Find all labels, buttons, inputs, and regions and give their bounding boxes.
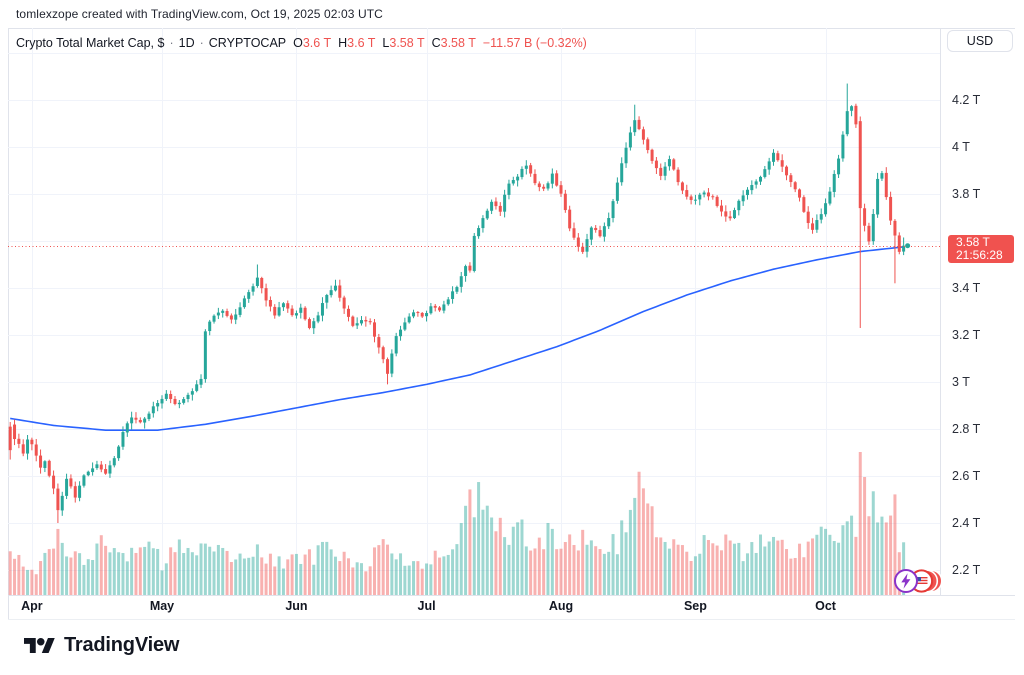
interval-label[interactable]: 1D <box>178 36 195 50</box>
price-axis-separator <box>940 28 941 595</box>
attribution-text: tomlexzope created with TradingView.com,… <box>16 7 383 21</box>
month-label: Apr <box>21 599 43 613</box>
ohlc-label: C <box>431 36 441 50</box>
price-tick: 2.4 T <box>952 516 981 530</box>
legend-separator: · <box>199 36 204 50</box>
month-label: Oct <box>815 599 836 613</box>
ohlc-label: O <box>293 36 303 50</box>
lightning-event-icon[interactable] <box>893 568 919 594</box>
ohlc-value: 3.58 T <box>389 36 425 50</box>
price-tick: 3.4 T <box>952 281 981 295</box>
price-tick: 4.2 T <box>952 93 981 107</box>
price-chart-canvas[interactable] <box>8 28 940 595</box>
month-label: Aug <box>548 599 574 613</box>
bar-countdown: 21:56:28 <box>956 247 1003 262</box>
time-axis[interactable]: Apr May Jun Jul Aug Sep Oct <box>8 597 940 619</box>
brand-name: TradingView <box>64 634 180 656</box>
price-tick: 3.8 T <box>952 187 981 201</box>
ohlc-value: 3.6 T <box>302 36 332 50</box>
plot-bottom-border <box>8 595 1015 596</box>
chart-frame-bottom-border <box>8 619 1015 620</box>
ohlc-label: H <box>338 36 348 50</box>
price-tick: 4 T <box>952 140 970 154</box>
price-tick: 2.8 T <box>952 422 981 436</box>
legend-separator: · <box>169 36 174 50</box>
symbol-legend: Crypto Total Market Cap, $ · 1D · CRYPTOCAP O… <box>16 35 587 51</box>
price-tick: 2.2 T <box>952 563 981 577</box>
exchange-label[interactable]: CRYPTOCAP <box>208 36 287 50</box>
ohlc-value: 3.58 T <box>440 36 476 50</box>
symbol-title[interactable]: Crypto Total Market Cap, $ <box>16 36 165 50</box>
month-label: May <box>149 599 175 613</box>
price-axis[interactable]: USD 4.2 T 4 T 3.8 T 3.4 T 3.2 T 3 T 2.8 T 2.6 T… <box>941 28 1024 595</box>
tradingview-logo-icon <box>24 637 55 654</box>
ohlc-label: L <box>382 36 390 50</box>
change-value: −11.57 B (−0.32%) <box>482 36 587 50</box>
price-tick: 3.2 T <box>952 328 981 342</box>
price-tick: 3 T <box>952 375 970 389</box>
ohlc-value: 3.6 T <box>347 36 376 50</box>
last-price-value: 3.58 T <box>956 234 990 249</box>
last-price-label: 3.58 T 21:56:28 <box>948 234 1014 263</box>
price-tick: 2.6 T <box>952 469 981 483</box>
month-label: Jun <box>285 599 308 613</box>
ohlc-values: O3.6 T H3.6 T L3.58 T C3.58 T <box>286 36 476 50</box>
month-label: Jul <box>417 599 436 613</box>
tradingview-branding[interactable]: TradingView <box>24 634 179 657</box>
month-label: Sep <box>683 599 707 613</box>
currency-toggle-usd[interactable]: USD <box>947 30 1013 52</box>
